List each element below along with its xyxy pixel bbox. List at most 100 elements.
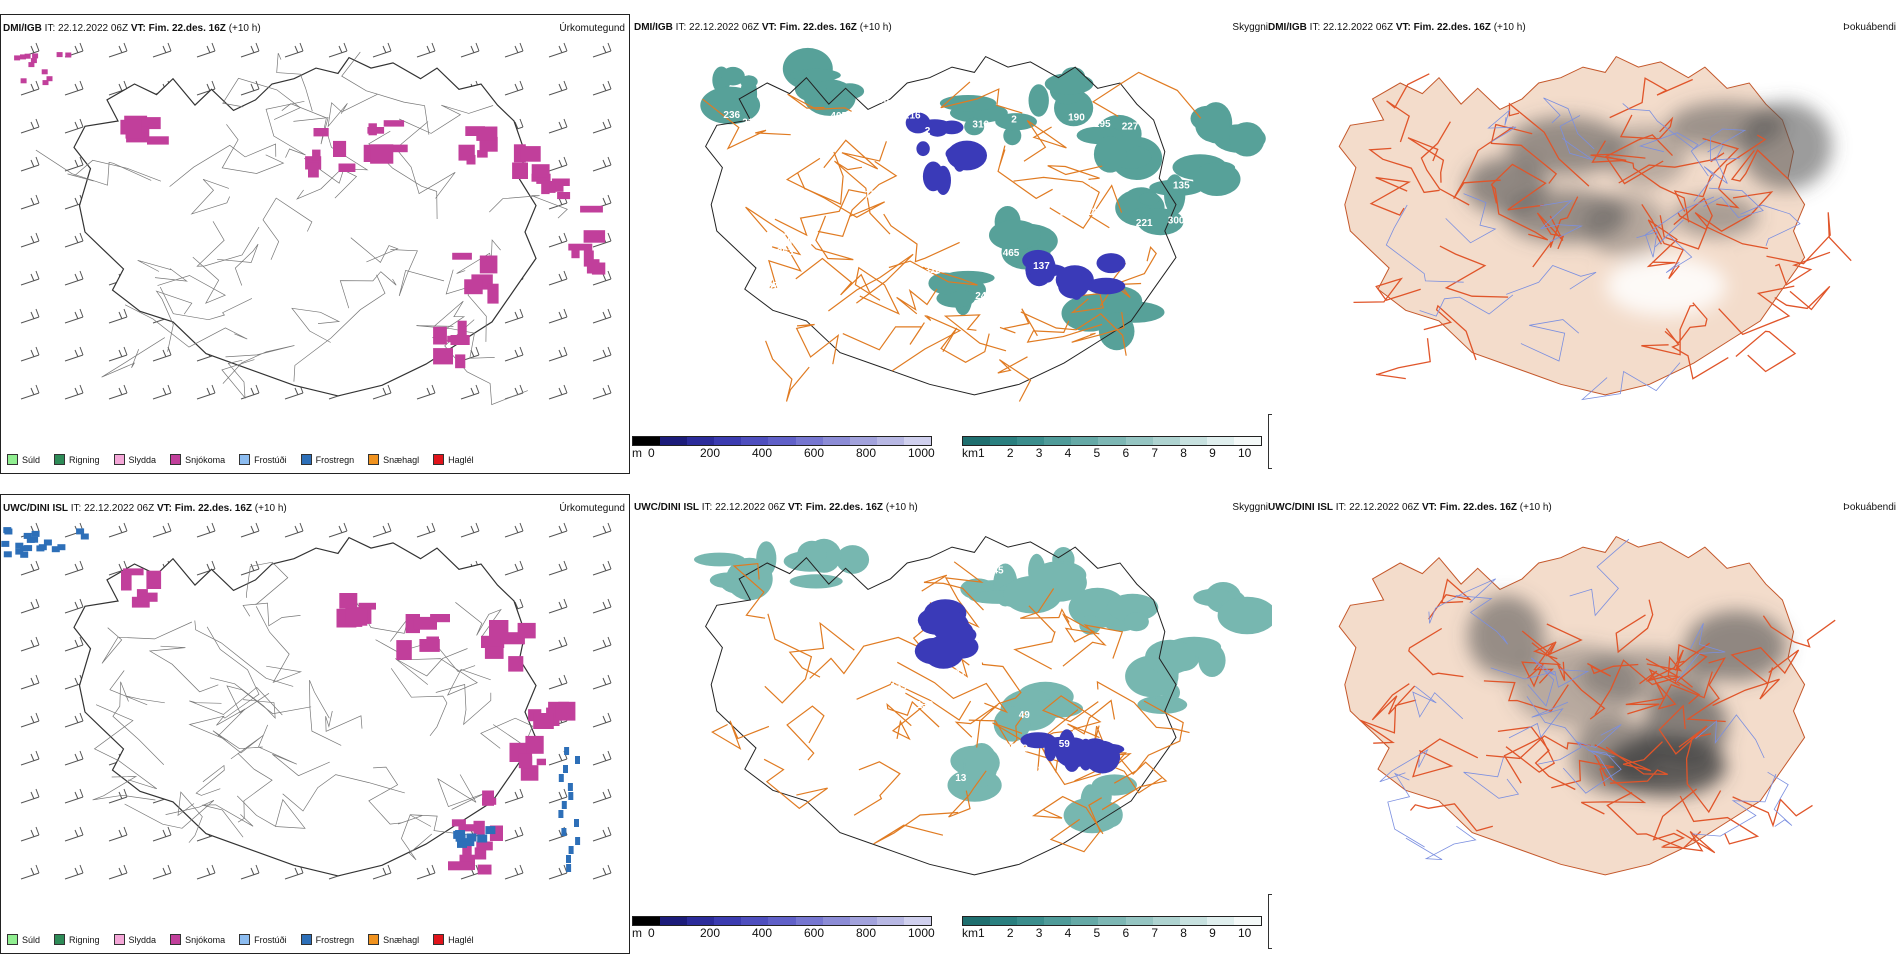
road-line xyxy=(1487,109,1517,143)
snowfall-cell xyxy=(308,162,319,178)
legend-item: Rigning xyxy=(54,934,100,945)
road-line xyxy=(1707,128,1747,161)
legend-swatch xyxy=(433,934,445,945)
road-line xyxy=(1581,754,1647,815)
ceiling-swatch xyxy=(822,437,850,445)
bottom-precip-header: UWC/DINI ISL IT: 22.12.2022 06Z VT: Fim.… xyxy=(3,503,625,514)
wind-barb xyxy=(372,864,392,880)
road-line xyxy=(883,213,960,263)
road-line xyxy=(195,764,225,796)
fog-index-area xyxy=(1685,610,1787,682)
wind-barb xyxy=(20,788,40,804)
road-line xyxy=(1766,212,1852,265)
ceiling-unit: m xyxy=(632,926,642,940)
road-line xyxy=(1419,294,1514,317)
road-line xyxy=(212,730,264,760)
freezing-rain-cell xyxy=(3,551,12,558)
low-visibility-area xyxy=(835,83,865,100)
fog-index-area xyxy=(1606,256,1726,316)
snowfall-cell xyxy=(555,703,571,719)
visibility-tick: 9 xyxy=(1209,446,1216,460)
wind-barb xyxy=(504,42,524,58)
ceiling-value-label: 13 xyxy=(955,773,967,784)
road-line xyxy=(1587,662,1639,677)
low-ceiling-area xyxy=(922,635,965,669)
freezing-rain-cell xyxy=(15,542,24,549)
bottom-fog-panel: UWC/DINI ISL IT: 22.12.2022 06Z VT: Fim.… xyxy=(1266,494,1900,954)
low-visibility-area xyxy=(1044,73,1094,95)
bottom-vis-header: UWC/DINI ISL IT: 22.12.2022 06Z VT: Fim.… xyxy=(634,502,1268,513)
snowfall-cell xyxy=(146,592,158,602)
road-line xyxy=(206,626,260,719)
visibility-tick: 10 xyxy=(1238,926,1252,940)
wind-barb xyxy=(504,346,524,362)
visibility-tick: 5 xyxy=(1093,926,1101,940)
wind-barb xyxy=(108,522,128,538)
road-line xyxy=(242,602,301,627)
panel-title: Þokuábendi xyxy=(1843,502,1896,513)
ceiling-value-label: 166 xyxy=(1102,236,1119,247)
road-line xyxy=(188,708,246,741)
road-line xyxy=(1636,196,1715,258)
top-vis-map: 1893731662363002212291952161082221372192… xyxy=(700,47,1266,402)
snowfall-cell xyxy=(120,119,142,135)
low-visibility-area xyxy=(836,545,870,574)
road-line xyxy=(196,221,260,267)
low-visibility-area xyxy=(1028,84,1049,117)
ceiling-value-label: 229 xyxy=(1086,207,1103,218)
road-line xyxy=(1649,642,1710,680)
top-fog-header: DMI/IGB IT: 22.12.2022 06Z VT: Fim. 22.d… xyxy=(1268,22,1896,33)
ceiling-value-label: 139 xyxy=(771,207,788,218)
road-line xyxy=(1527,657,1556,707)
freezing-rain-cell xyxy=(464,838,475,847)
wind-barb xyxy=(20,384,40,400)
snowfall-cell xyxy=(583,250,594,267)
ceiling-swatch xyxy=(795,917,823,925)
ceiling-value-label: 108 xyxy=(766,330,783,341)
road-line xyxy=(293,274,386,382)
road-line xyxy=(1543,97,1595,150)
visibility-tick: 3 xyxy=(1035,446,1043,460)
road-line xyxy=(853,761,901,816)
snowfall-cell xyxy=(147,136,169,145)
wind-barb xyxy=(548,598,568,614)
road-line xyxy=(1387,772,1425,848)
road-line xyxy=(1412,738,1479,778)
wind-barb xyxy=(240,384,260,400)
wind-barb xyxy=(592,636,612,652)
low-ceiling-area xyxy=(905,112,931,134)
road-line xyxy=(291,307,341,343)
wind-barb xyxy=(20,156,40,172)
road-line xyxy=(1693,144,1728,202)
legend-swatch xyxy=(368,934,380,945)
bottom-fog-map xyxy=(1338,535,1836,876)
snowfall-cell xyxy=(517,622,536,639)
road-line xyxy=(1622,103,1708,150)
ceiling-value-label: 137 xyxy=(1033,261,1050,272)
road-line xyxy=(1490,184,1549,241)
snowfall-cell xyxy=(520,146,541,162)
low-ceiling-area xyxy=(927,122,948,137)
ceiling-swatch xyxy=(687,437,715,445)
ceiling-swatch xyxy=(903,917,932,925)
ceiling-value-label: 2 xyxy=(925,126,931,137)
ceiling-swatch xyxy=(822,917,850,925)
snowfall-cell xyxy=(520,765,539,781)
ceiling-value-label: 302 xyxy=(816,299,833,310)
road-line xyxy=(1646,219,1678,268)
bottom-precip-map xyxy=(1,522,612,880)
road-line xyxy=(1762,615,1836,648)
road-line xyxy=(1774,285,1831,311)
legend-item: Haglél xyxy=(433,934,474,945)
wind-barb xyxy=(64,712,84,728)
freezing-rain-cell xyxy=(57,544,66,551)
road-line xyxy=(1730,149,1789,182)
wind-barb xyxy=(20,308,40,324)
legend-swatch xyxy=(7,934,18,945)
freezing-rain-cell xyxy=(558,810,564,818)
wind-barb xyxy=(196,522,216,538)
snowfall-cell xyxy=(484,646,504,659)
road-line xyxy=(1654,219,1693,274)
road-line xyxy=(398,104,494,134)
ceiling-unit: m xyxy=(632,446,642,460)
